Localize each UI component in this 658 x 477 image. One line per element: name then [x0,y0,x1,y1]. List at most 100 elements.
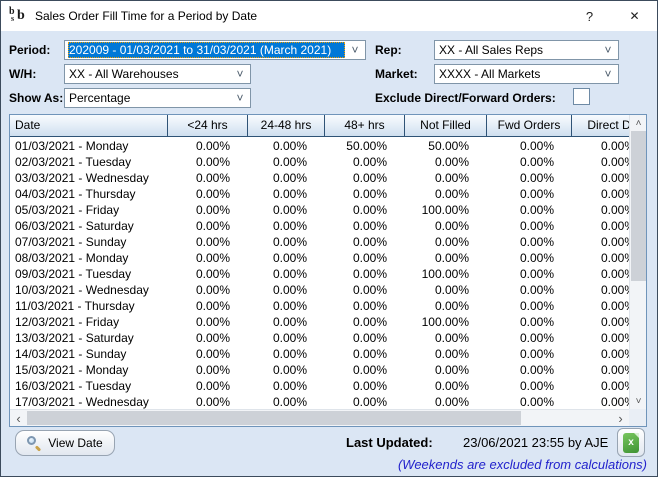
cell-value: 0.00% [272,171,307,185]
market-value: XXXX - All Markets [439,67,541,81]
chevron-down-icon[interactable]: ˅ [604,43,612,57]
vertical-scroll-thumb[interactable] [631,131,646,281]
cell-value: 0.00% [352,395,387,409]
table-row[interactable]: 03/03/2021 - Wednesday 0.00% 0.00% 0.00% 0.0… [10,170,629,186]
help-button[interactable]: ? [585,8,594,24]
cell-value: 0.00% [352,283,387,297]
cell-value: 0.00% [352,235,387,249]
cell-value: 0.00% [600,235,629,249]
cell-value: 0.00% [600,139,629,153]
cell-value: 100.00% [421,315,469,329]
scroll-up-icon[interactable]: ˄ [635,117,642,129]
cell-value: 100.00% [421,203,469,217]
cell-date: 10/03/2021 - Wednesday [15,283,149,297]
table-row[interactable]: 09/03/2021 - Tuesday 0.00% 0.00% 0.00% 100.0… [10,266,629,282]
cell-date: 07/03/2021 - Sunday [15,235,127,249]
table-body: 01/03/2021 - Monday 0.00% 0.00% 50.00% 50.00… [10,138,629,409]
chevron-down-icon[interactable]: ˅ [236,67,244,81]
table-row[interactable]: 12/03/2021 - Friday 0.00% 0.00% 0.00% 100.00… [10,314,629,330]
cell-value: 0.00% [519,187,554,201]
cell-value: 0.00% [600,363,629,377]
table-row[interactable]: 15/03/2021 - Monday 0.00% 0.00% 0.00% 0.00% 0… [10,362,629,378]
table-row[interactable]: 16/03/2021 - Tuesday 0.00% 0.00% 0.00% 0.00%… [10,378,629,394]
cell-value: 0.00% [352,347,387,361]
dialog-body: Period: 202009 - 01/03/2021 to 31/03/202… [1,31,657,476]
cell-value: 0.00% [600,203,629,217]
cell-value: 0.00% [195,331,230,345]
close-button[interactable]: ✕ [629,9,640,23]
table-row[interactable]: 02/03/2021 - Tuesday 0.00% 0.00% 0.00% 0.00%… [10,154,629,170]
chevron-down-icon[interactable]: ˅ [351,43,359,57]
cell-value: 0.00% [600,283,629,297]
fill-time-table: Date <24 hrs 24-48 hrs 48+ hrs Not Filled Fwd… [9,114,647,427]
column-header: 24-48 hrs [248,115,325,136]
cell-date: 04/03/2021 - Thursday [15,187,136,201]
show-as-dropdown[interactable]: Percentage ˅ [64,88,251,108]
market-label: Market: [375,67,418,81]
scrollbar-corner [629,409,646,426]
magnifier-icon [27,436,42,452]
table-row[interactable]: 07/03/2021 - Sunday 0.00% 0.00% 0.00% 0.00% 0… [10,234,629,250]
cell-value: 0.00% [195,379,230,393]
cell-value: 0.00% [434,187,469,201]
warehouse-dropdown[interactable]: XX - All Warehouses ˅ [64,64,251,84]
rep-dropdown[interactable]: XX - All Sales Reps ˅ [434,40,619,60]
view-date-button[interactable]: View Date [15,430,115,456]
cell-value: 0.00% [195,155,230,169]
table-row[interactable]: 05/03/2021 - Friday 0.00% 0.00% 0.00% 100.00… [10,202,629,218]
scroll-down-icon[interactable]: ˅ [635,395,642,407]
cell-value: 0.00% [352,379,387,393]
scroll-right-icon[interactable]: › [618,411,623,426]
horizontal-scroll-thumb[interactable] [27,411,521,425]
table-row[interactable]: 11/03/2021 - Thursday 0.00% 0.00% 0.00% 0.00… [10,298,629,314]
title-bar: b s b Sales Order Fill Time for a Period… [1,1,657,31]
cell-date: 13/03/2021 - Saturday [15,331,134,345]
table-row[interactable]: 10/03/2021 - Wednesday 0.00% 0.00% 0.00% 0.0… [10,282,629,298]
cell-value: 0.00% [600,267,629,281]
rep-label: Rep: [375,43,402,57]
cell-value: 0.00% [195,315,230,329]
last-updated-label: Last Updated: [346,435,433,450]
cell-value: 0.00% [352,187,387,201]
cell-value: 0.00% [519,155,554,169]
chevron-down-icon[interactable]: ˅ [236,91,244,105]
cell-value: 0.00% [519,363,554,377]
cell-value: 0.00% [195,251,230,265]
cell-date: 03/03/2021 - Wednesday [15,171,149,185]
scroll-left-icon[interactable]: ‹ [16,411,21,426]
cell-value: 0.00% [600,187,629,201]
table-row[interactable]: 14/03/2021 - Sunday 0.00% 0.00% 0.00% 0.00% 0… [10,346,629,362]
cell-date: 05/03/2021 - Friday [15,203,120,217]
column-header: Direct D [572,115,629,136]
cell-value: 0.00% [600,331,629,345]
cell-date: 12/03/2021 - Friday [15,315,120,329]
table-row[interactable]: 06/03/2021 - Saturday 0.00% 0.00% 0.00% 0.00… [10,218,629,234]
table-row[interactable]: 17/03/2021 - Wednesday 0.00% 0.00% 0.00% 0.0… [10,394,629,409]
column-header: Not Filled [405,115,487,136]
cell-value: 0.00% [352,251,387,265]
cell-value: 0.00% [434,155,469,169]
table-row[interactable]: 01/03/2021 - Monday 0.00% 0.00% 50.00% 50.00… [10,138,629,154]
cell-value: 0.00% [195,203,230,217]
market-dropdown[interactable]: XXXX - All Markets ˅ [434,64,619,84]
table-row[interactable]: 08/03/2021 - Monday 0.00% 0.00% 0.00% 0.00% 0… [10,250,629,266]
cell-value: 0.00% [434,331,469,345]
export-excel-button[interactable]: x [617,428,645,457]
horizontal-scrollbar[interactable]: ‹ › [10,409,629,426]
table-row[interactable]: 13/03/2021 - Saturday 0.00% 0.00% 0.00% 0.00… [10,330,629,346]
cell-value: 0.00% [195,235,230,249]
column-header: <24 hrs [168,115,248,136]
exclude-orders-checkbox[interactable] [573,88,590,105]
cell-value: 100.00% [421,267,469,281]
period-dropdown[interactable]: 202009 - 01/03/2021 to 31/03/2021 (March… [64,40,366,60]
cell-date: 14/03/2021 - Sunday [15,347,127,361]
cell-value: 0.00% [434,379,469,393]
table-row[interactable]: 04/03/2021 - Thursday 0.00% 0.00% 0.00% 0.00… [10,186,629,202]
table-header: Date <24 hrs 24-48 hrs 48+ hrs Not Filled Fwd… [10,115,629,137]
cell-date: 08/03/2021 - Monday [15,251,129,265]
cell-value: 0.00% [519,331,554,345]
cell-value: 50.00% [428,139,469,153]
vertical-scrollbar[interactable]: ˄ ˅ [629,115,646,409]
chevron-down-icon[interactable]: ˅ [604,67,612,81]
cell-value: 0.00% [600,395,629,409]
